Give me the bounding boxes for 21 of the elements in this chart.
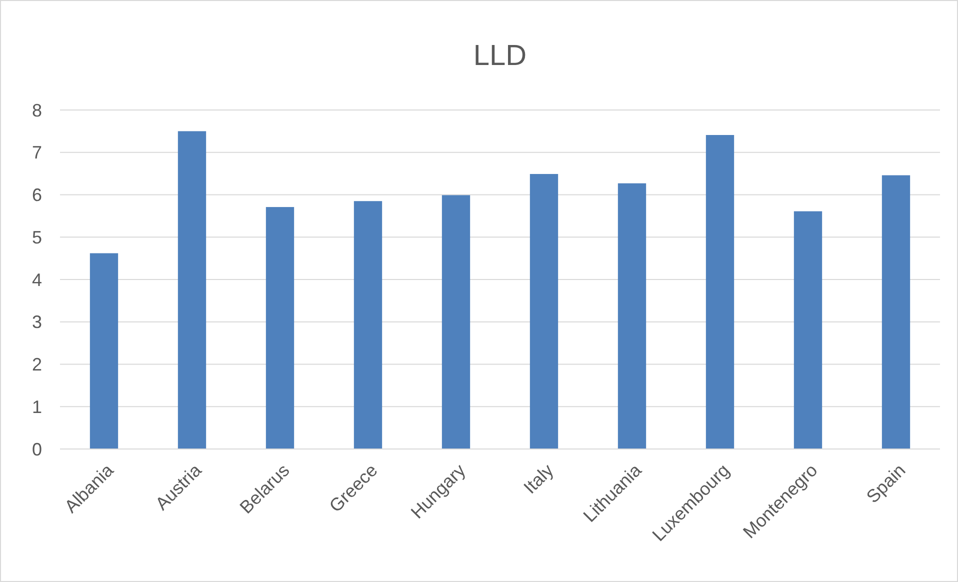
y-tick-label: 0 <box>32 439 42 460</box>
y-tick-label: 5 <box>32 227 42 248</box>
y-tick-label: 3 <box>32 312 42 332</box>
chart-title: LLD <box>473 40 527 72</box>
y-tick-label: 7 <box>32 142 42 163</box>
bar <box>530 174 558 449</box>
bar <box>882 175 910 449</box>
y-tick-label: 1 <box>32 396 42 417</box>
bar <box>706 135 734 449</box>
x-tick-label: Italy <box>520 460 558 498</box>
bar <box>442 195 470 449</box>
bar <box>178 131 206 449</box>
y-tick-label: 4 <box>32 270 42 290</box>
y-tick-label: 8 <box>32 100 42 120</box>
bar <box>794 211 822 449</box>
bar <box>266 207 294 449</box>
bar <box>354 201 382 449</box>
y-tick-label: 6 <box>32 185 42 206</box>
y-tick-label: 2 <box>32 354 42 375</box>
bar <box>90 253 118 449</box>
bar <box>618 183 646 449</box>
